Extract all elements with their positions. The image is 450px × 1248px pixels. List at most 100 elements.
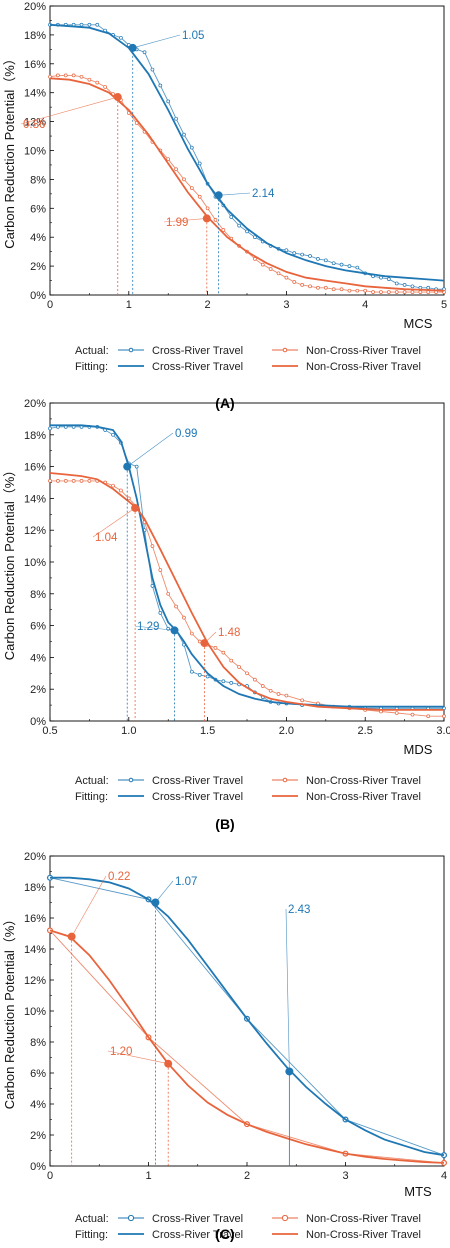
highlight-point — [202, 214, 211, 223]
data-point — [71, 73, 76, 78]
data-point — [410, 290, 415, 294]
highlight-point — [214, 191, 223, 200]
plot-frame — [49, 855, 445, 1167]
highlight-point — [131, 503, 140, 512]
data-point — [260, 262, 265, 267]
data-point — [410, 284, 415, 289]
data-point — [379, 290, 383, 294]
data-point — [292, 280, 297, 284]
legend-actual-label: Actual: — [75, 1213, 109, 1225]
y-tick-label: 10% — [24, 1006, 46, 1018]
data-point — [260, 684, 265, 688]
data-point — [402, 283, 407, 287]
y-tick-label: 10% — [24, 557, 46, 569]
y-tick-label: 0% — [30, 290, 46, 302]
annotation-leader — [127, 432, 174, 467]
data-point — [174, 116, 178, 121]
data-point — [63, 479, 68, 483]
y-tick-label: 6% — [30, 203, 46, 215]
annotation-label: 1.05 — [182, 30, 204, 42]
chart-panel-c: 0% 2% 4% 6% 8% 10% 12% 14% 16% 18% 20% 0 1 2 3 4 Carbon … — [2, 851, 447, 1242]
x-axis-label: MCS — [404, 316, 433, 331]
data-point — [189, 669, 194, 674]
data-point — [166, 99, 171, 104]
highlight-point — [67, 932, 76, 941]
y-axis-label: Carbon Reduction Potential（%） — [2, 913, 17, 1110]
y-tick-label: 16% — [24, 462, 46, 474]
actual-line — [49, 74, 444, 293]
legend-marker — [127, 1214, 135, 1222]
data-point — [316, 257, 320, 261]
legend-marker — [281, 1214, 289, 1222]
data-point — [213, 218, 218, 222]
data-point — [158, 568, 163, 572]
x-tick-label: 4 — [441, 1170, 447, 1182]
data-point — [253, 677, 257, 682]
data-point — [253, 235, 257, 240]
data-point — [253, 257, 257, 261]
x-tick-label: 2 — [244, 1170, 250, 1182]
x-tick-label: 2 — [205, 299, 211, 311]
x-axis-label: MDS — [404, 742, 433, 757]
x-tick-label: 3.0 — [436, 725, 450, 737]
data-point — [245, 671, 249, 676]
y-tick-label: 16% — [24, 59, 46, 71]
y-tick-label: 8% — [30, 589, 46, 601]
annotation-leader — [134, 625, 175, 631]
y-tick-label: 0% — [30, 716, 46, 728]
x-tick-label: 2.5 — [358, 725, 373, 737]
x-tick-label: 2.0 — [279, 725, 294, 737]
fitting-line — [49, 929, 445, 1164]
data-point — [355, 265, 360, 270]
data-point — [308, 284, 312, 289]
x-tick-label: 0 — [47, 299, 53, 311]
highlight-point — [164, 1059, 173, 1068]
y-tick-label: 12% — [24, 117, 46, 129]
data-point — [166, 157, 171, 162]
y-tick-label: 8% — [30, 1037, 46, 1049]
data-point — [221, 228, 226, 232]
data-point — [339, 262, 344, 267]
annotation-label: 0.22 — [108, 871, 130, 883]
legend-entry: Cross-River Travel — [152, 361, 243, 373]
legend-entry: Non-Cross-River Travel — [306, 775, 421, 787]
legend-fitting-label: Fitting: — [75, 791, 108, 803]
data-point — [119, 35, 123, 40]
legend-fitting-label: Fitting: — [75, 1229, 108, 1241]
data-point — [150, 544, 155, 548]
data-point — [63, 73, 68, 78]
data-point — [182, 132, 186, 137]
data-point — [221, 650, 226, 655]
legend-marker — [128, 777, 134, 783]
data-point — [292, 251, 297, 255]
data-point — [308, 254, 312, 258]
x-tick-label: 0.5 — [42, 725, 57, 737]
actual-line — [50, 480, 444, 717]
y-tick-label: 12% — [24, 975, 46, 987]
fitting-line — [50, 876, 445, 1157]
y-tick-label: 6% — [30, 1068, 46, 1080]
data-point — [268, 688, 273, 693]
legend-entry: Non-Cross-River Travel — [306, 1229, 421, 1241]
x-tick-label: 1 — [145, 1170, 151, 1182]
data-point — [189, 631, 194, 636]
annotation-label: 1.20 — [110, 1046, 132, 1058]
legend-entry: Non-Cross-River Travel — [306, 1213, 421, 1225]
data-point — [276, 271, 281, 276]
y-tick-label: 0% — [30, 1161, 46, 1173]
y-axis-label: Carbon Reduction Potential（%） — [2, 464, 17, 661]
y-tick-label: 4% — [30, 652, 46, 664]
annotation-leader — [132, 34, 181, 49]
data-point — [245, 229, 249, 234]
data-point — [87, 22, 92, 27]
y-tick-label: 8% — [30, 174, 46, 186]
x-tick-label: 4 — [362, 299, 368, 311]
data-point — [386, 277, 391, 281]
data-point — [323, 285, 328, 290]
data-point — [323, 258, 328, 263]
data-point — [331, 261, 336, 266]
y-tick-label: 2% — [30, 1130, 46, 1142]
y-tick-label: 20% — [24, 398, 46, 410]
y-tick-label: 4% — [30, 232, 46, 244]
data-point — [158, 611, 163, 615]
